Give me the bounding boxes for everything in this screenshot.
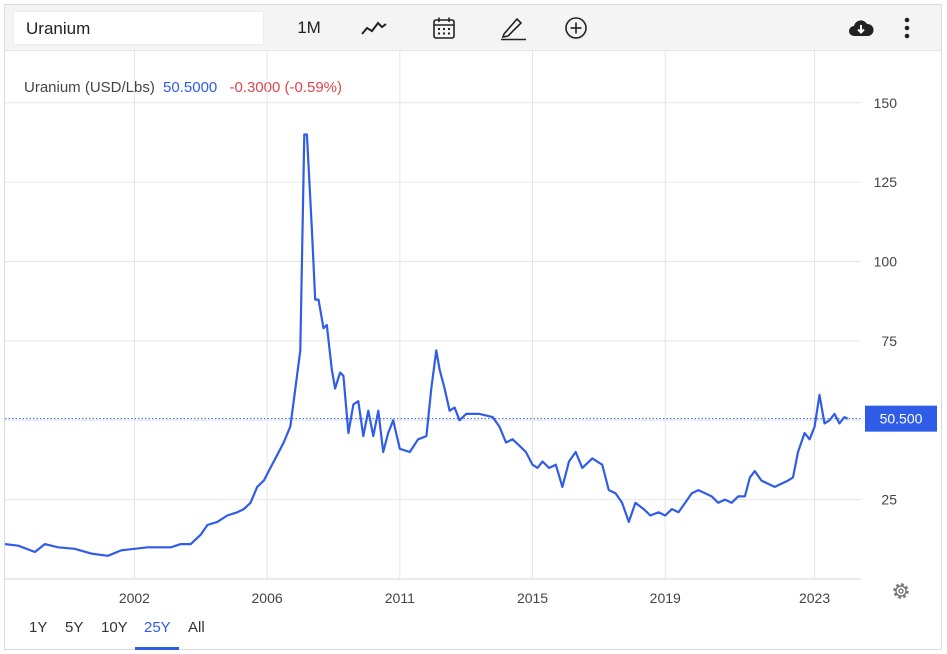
x-tick-label: 2011: [385, 590, 415, 606]
calendar-icon[interactable]: [427, 11, 461, 45]
y-tick-label: 100: [874, 254, 898, 270]
y-tick-label: 150: [874, 95, 898, 111]
toolbar: Uranium 1M: [5, 5, 941, 51]
range-button-10y[interactable]: 10Y: [101, 619, 128, 636]
gear-icon[interactable]: [891, 581, 911, 601]
y-tick-label: 75: [881, 333, 897, 349]
y-tick-label: 125: [874, 174, 898, 190]
x-tick-label: 2006: [252, 590, 283, 606]
cloud-download-icon[interactable]: [845, 11, 877, 45]
instrument-name: Uranium (USD/Lbs): [24, 79, 155, 96]
price-series-line: [5, 133, 849, 557]
range-button-1y[interactable]: 1Y: [29, 619, 48, 636]
range-button-all[interactable]: All: [188, 619, 205, 636]
x-tick-label: 2019: [650, 590, 681, 606]
x-tick-label: 2023: [799, 590, 830, 606]
interval-button[interactable]: 1M: [297, 18, 321, 37]
line-chart-icon[interactable]: [357, 11, 391, 45]
search-input[interactable]: Uranium: [13, 11, 264, 45]
y-tick-label: 25: [881, 492, 897, 508]
range-button-25y[interactable]: 25Y: [144, 619, 171, 636]
x-tick-label: 2002: [119, 590, 150, 606]
more-vertical-icon[interactable]: [897, 11, 917, 45]
chart-title: Uranium (USD/Lbs) 50.5000 -0.3000 (-0.59…: [24, 79, 342, 96]
add-circle-icon[interactable]: [561, 11, 591, 45]
last-value-label: 50.500: [880, 411, 923, 427]
last-value-badge: [865, 405, 937, 432]
price-chart[interactable]: 25 75 100 125 150 2002 2006 2011 2015 2019 2023 50.…: [5, 51, 941, 607]
chart-widget: Uranium 1M: [4, 4, 942, 650]
range-selector: 1Y 5Y 10Y 25Y All: [5, 609, 941, 651]
price-change: -0.3000 (-0.59%): [229, 79, 343, 96]
last-price: 50.5000: [163, 79, 218, 96]
range-active-indicator: [135, 647, 179, 650]
range-button-5y[interactable]: 5Y: [65, 619, 84, 636]
pencil-icon[interactable]: [495, 11, 531, 45]
x-tick-label: 2015: [517, 590, 548, 606]
